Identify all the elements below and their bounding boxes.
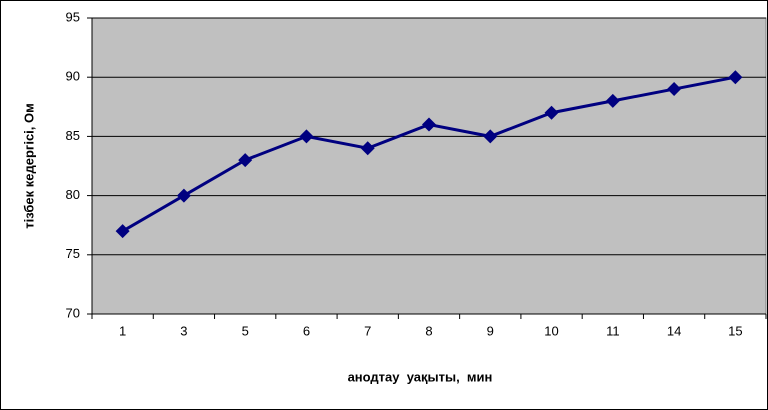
y-tick-label: 75 bbox=[66, 246, 80, 261]
x-tick-label: 1 bbox=[119, 323, 126, 338]
data-point bbox=[299, 129, 314, 144]
data-point bbox=[605, 93, 620, 108]
x-axis-title: анодтау уақыты, мин bbox=[348, 369, 493, 384]
data-point bbox=[483, 129, 498, 144]
data-point bbox=[544, 105, 559, 120]
y-tick-label: 80 bbox=[66, 187, 80, 202]
y-tick-label: 95 bbox=[66, 9, 80, 24]
data-point bbox=[667, 82, 682, 97]
x-tick-label: 3 bbox=[180, 323, 187, 338]
data-point bbox=[115, 224, 130, 239]
y-tick-label: 90 bbox=[66, 69, 80, 84]
y-axis-title: тізбек кедергісі, Ом bbox=[21, 103, 36, 228]
data-point bbox=[728, 70, 743, 85]
x-tick-label: 9 bbox=[487, 323, 494, 338]
y-tick-label: 85 bbox=[66, 128, 80, 143]
x-tick-label: 10 bbox=[544, 323, 558, 338]
x-tick-label: 11 bbox=[606, 323, 620, 338]
y-tick-label: 70 bbox=[66, 305, 80, 320]
data-point bbox=[422, 117, 436, 132]
plot-area bbox=[91, 17, 767, 315]
data-point bbox=[238, 153, 253, 168]
x-tick-label: 6 bbox=[303, 323, 310, 338]
x-tick-label: 5 bbox=[242, 323, 249, 338]
x-tick-label: 15 bbox=[728, 323, 742, 338]
x-tick-label: 7 bbox=[364, 323, 371, 338]
data-point bbox=[176, 188, 191, 203]
data-point bbox=[360, 141, 375, 156]
x-tick-label: 14 bbox=[667, 323, 681, 338]
x-tick-label: 8 bbox=[425, 323, 432, 338]
